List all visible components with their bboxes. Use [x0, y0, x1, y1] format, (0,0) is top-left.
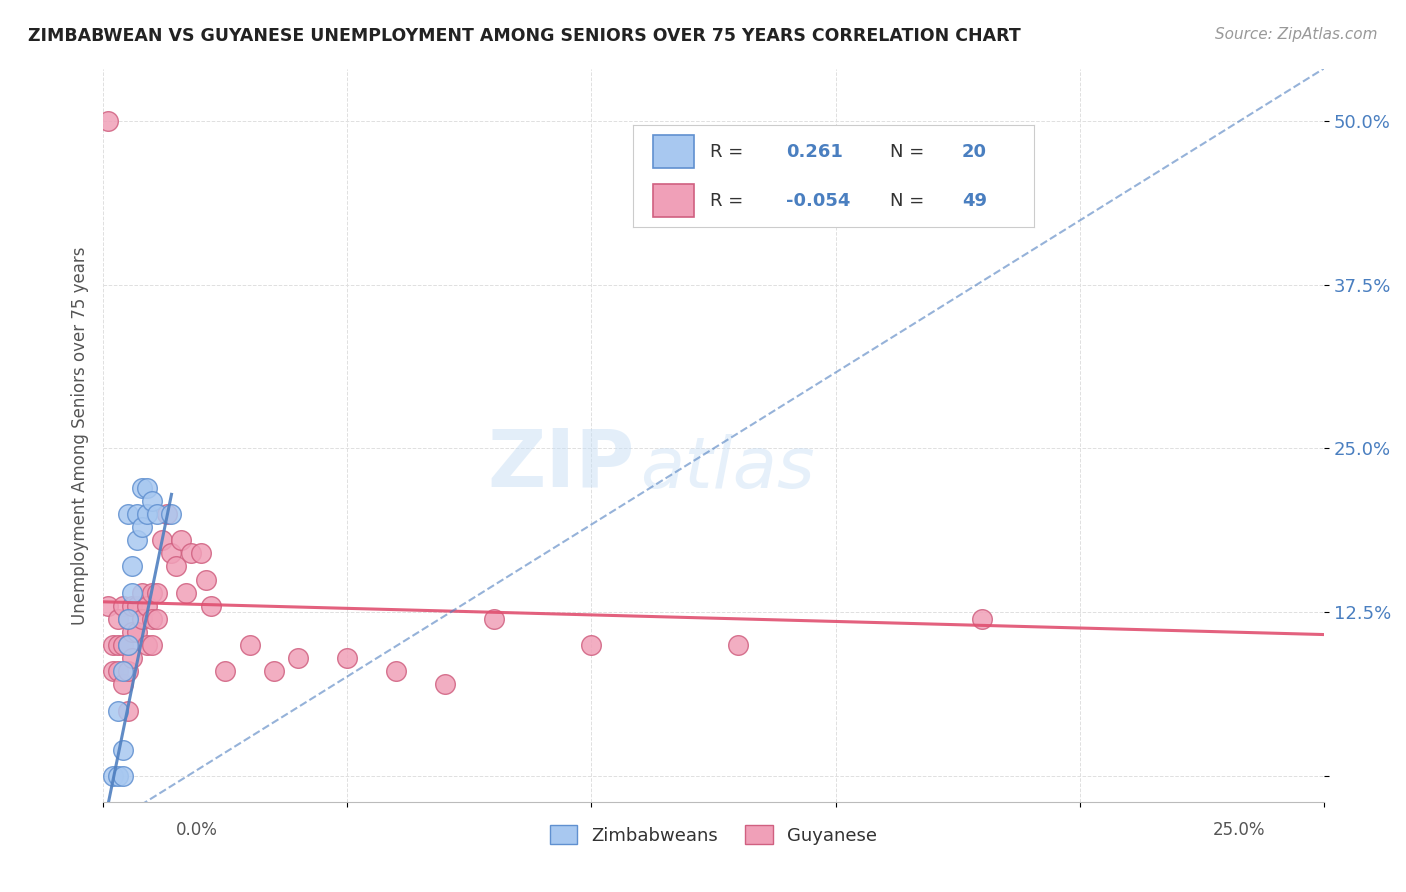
Point	[155, 507, 177, 521]
Point	[107, 769, 129, 783]
Point	[165, 559, 187, 574]
Text: R =: R =	[710, 143, 742, 161]
Point	[160, 546, 183, 560]
Point	[136, 481, 159, 495]
Point	[174, 585, 197, 599]
Point	[970, 612, 993, 626]
Point	[117, 638, 139, 652]
Point	[121, 624, 143, 639]
Text: ZIMBABWEAN VS GUYANESE UNEMPLOYMENT AMONG SENIORS OVER 75 YEARS CORRELATION CHAR: ZIMBABWEAN VS GUYANESE UNEMPLOYMENT AMON…	[28, 27, 1021, 45]
Point	[200, 599, 222, 613]
Text: 25.0%: 25.0%	[1213, 821, 1265, 838]
Text: N =: N =	[890, 143, 924, 161]
Point	[111, 743, 134, 757]
Y-axis label: Unemployment Among Seniors over 75 years: Unemployment Among Seniors over 75 years	[72, 246, 89, 624]
Point	[111, 599, 134, 613]
Point	[97, 114, 120, 128]
Point	[287, 651, 309, 665]
Point	[482, 612, 505, 626]
Point	[107, 665, 129, 679]
Point	[107, 704, 129, 718]
Point	[117, 612, 139, 626]
Point	[97, 599, 120, 613]
Point	[121, 651, 143, 665]
Legend: Zimbabweans, Guyanese: Zimbabweans, Guyanese	[550, 825, 877, 845]
Point	[336, 651, 359, 665]
Point	[214, 665, 236, 679]
Point	[101, 769, 124, 783]
Point	[101, 665, 124, 679]
Text: N =: N =	[890, 192, 924, 210]
Point	[160, 507, 183, 521]
Point	[136, 599, 159, 613]
Point	[146, 612, 169, 626]
Point	[127, 533, 149, 548]
Point	[117, 638, 139, 652]
Point	[131, 520, 153, 534]
Point	[136, 507, 159, 521]
Point	[150, 533, 173, 548]
FancyBboxPatch shape	[654, 185, 693, 218]
Point	[131, 612, 153, 626]
Text: R =: R =	[710, 192, 742, 210]
Point	[111, 677, 134, 691]
Point	[141, 638, 163, 652]
FancyBboxPatch shape	[654, 136, 693, 168]
Point	[141, 612, 163, 626]
Point	[121, 559, 143, 574]
Point	[131, 585, 153, 599]
Point	[131, 481, 153, 495]
Point	[141, 585, 163, 599]
Text: 20: 20	[962, 143, 987, 161]
Point	[170, 533, 193, 548]
Point	[111, 638, 134, 652]
Text: 49: 49	[962, 192, 987, 210]
Point	[107, 638, 129, 652]
Point	[136, 638, 159, 652]
Point	[117, 704, 139, 718]
Text: 0.261: 0.261	[786, 143, 842, 161]
Point	[117, 507, 139, 521]
Point	[141, 494, 163, 508]
Point	[127, 599, 149, 613]
Point	[239, 638, 262, 652]
Point	[146, 507, 169, 521]
Point	[111, 769, 134, 783]
Point	[107, 612, 129, 626]
Point	[127, 507, 149, 521]
Text: Source: ZipAtlas.com: Source: ZipAtlas.com	[1215, 27, 1378, 42]
Point	[146, 585, 169, 599]
Text: atlas: atlas	[640, 434, 815, 503]
Point	[117, 665, 139, 679]
Point	[121, 599, 143, 613]
Point	[180, 546, 202, 560]
Point	[127, 624, 149, 639]
Point	[111, 665, 134, 679]
Point	[581, 638, 603, 652]
Point	[433, 677, 456, 691]
Point	[190, 546, 212, 560]
Text: 0.0%: 0.0%	[176, 821, 218, 838]
Point	[117, 612, 139, 626]
Text: -0.054: -0.054	[786, 192, 851, 210]
Point	[385, 665, 408, 679]
Text: ZIP: ZIP	[486, 425, 634, 504]
Point	[263, 665, 285, 679]
Point	[727, 638, 749, 652]
Point	[121, 585, 143, 599]
Point	[101, 638, 124, 652]
Point	[194, 573, 217, 587]
